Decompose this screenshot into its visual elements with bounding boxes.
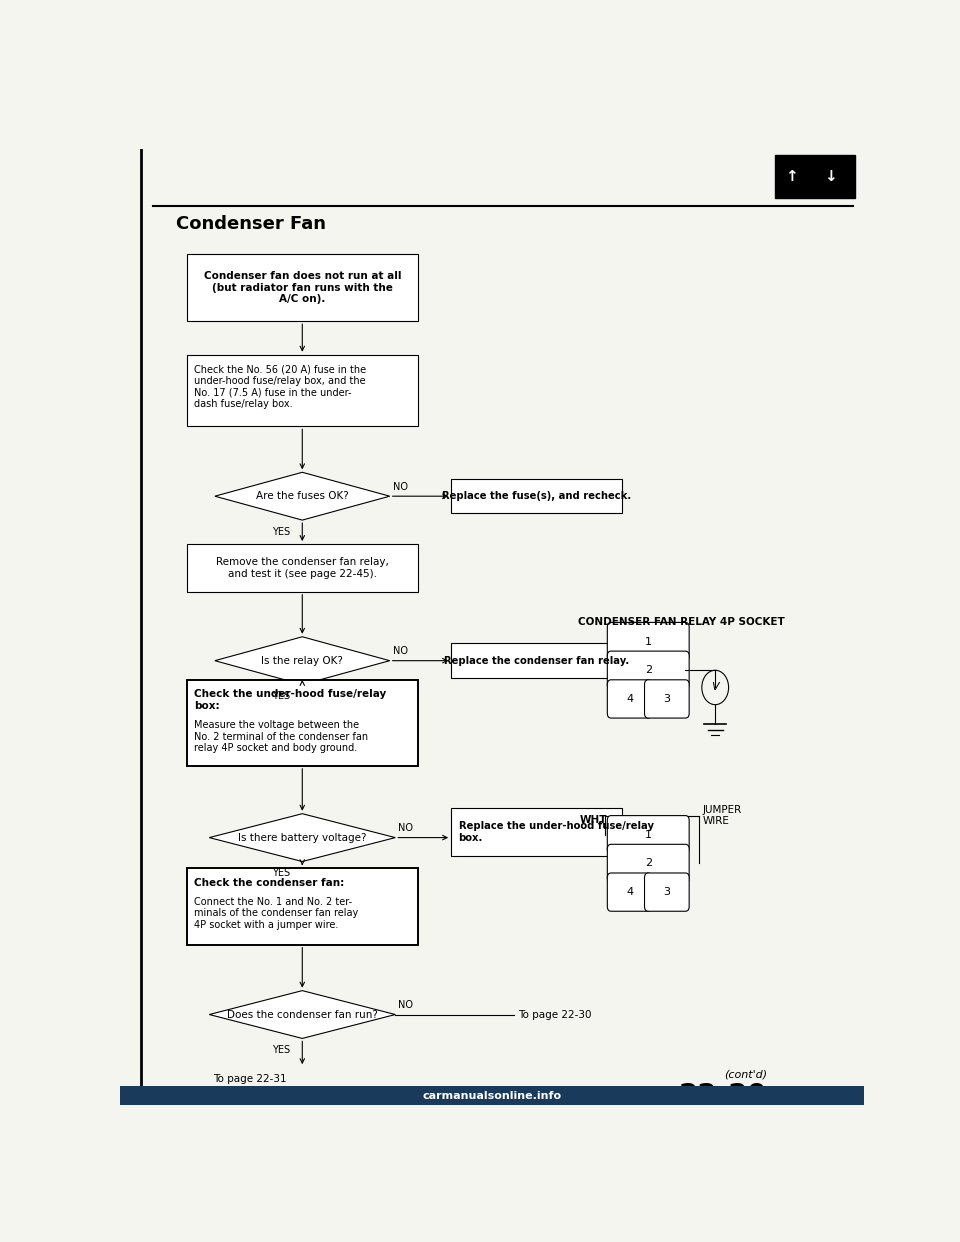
Text: carmanualsonline.info: carmanualsonline.info (422, 1090, 562, 1100)
Text: 4: 4 (626, 694, 634, 704)
FancyBboxPatch shape (608, 651, 689, 689)
Text: Replace the under-hood fuse/relay
box.: Replace the under-hood fuse/relay box. (459, 821, 654, 842)
Text: ↓: ↓ (824, 169, 837, 184)
FancyBboxPatch shape (608, 679, 652, 718)
Text: Does the condenser fan run?: Does the condenser fan run? (227, 1010, 377, 1020)
Text: To page 22-31: To page 22-31 (213, 1073, 287, 1083)
Polygon shape (209, 814, 396, 862)
Text: CONDENSER FAN RELAY 4P SOCKET: CONDENSER FAN RELAY 4P SOCKET (578, 617, 784, 627)
Text: 2: 2 (645, 858, 652, 868)
Text: Measure the voltage between the
No. 2 terminal of the condenser fan
relay 4P soc: Measure the voltage between the No. 2 te… (194, 720, 369, 753)
Text: Are the fuses OK?: Are the fuses OK? (256, 491, 348, 502)
FancyBboxPatch shape (608, 873, 652, 912)
Text: 1: 1 (645, 637, 652, 647)
Bar (187, 255, 418, 322)
Text: 2: 2 (645, 666, 652, 676)
Text: Condenser Fan: Condenser Fan (176, 215, 325, 232)
Text: V: V (711, 682, 719, 693)
Polygon shape (215, 637, 390, 684)
Bar (120, 1087, 864, 1105)
FancyBboxPatch shape (608, 845, 689, 883)
Polygon shape (215, 472, 390, 520)
Polygon shape (209, 991, 396, 1038)
Text: YES: YES (273, 691, 291, 700)
Bar (187, 679, 418, 766)
Text: NO: NO (398, 1000, 413, 1010)
Text: Connect the No. 1 and No. 2 ter-
minals of the condenser fan relay
4P socket wit: Connect the No. 1 and No. 2 ter- minals … (194, 897, 359, 930)
Text: Check the under-hood fuse/relay
box:: Check the under-hood fuse/relay box: (194, 689, 387, 710)
Text: YES: YES (273, 527, 291, 537)
Bar (451, 809, 622, 856)
Text: YES: YES (273, 868, 291, 878)
Text: 1: 1 (645, 830, 652, 840)
Text: Is the relay OK?: Is the relay OK? (261, 656, 344, 666)
Text: NO: NO (398, 823, 413, 833)
Bar (187, 355, 418, 426)
Bar (187, 868, 418, 945)
Text: Replace the condenser fan relay.: Replace the condenser fan relay. (444, 656, 629, 666)
Text: 3: 3 (663, 887, 670, 897)
Text: (cont'd): (cont'd) (724, 1069, 767, 1079)
Text: Condenser fan does not run at all
(but radiator fan runs with the
A/C on).: Condenser fan does not run at all (but r… (204, 271, 401, 304)
Text: 3: 3 (663, 694, 670, 704)
Text: Remove the condenser fan relay,
and test it (see page 22-45).: Remove the condenser fan relay, and test… (216, 558, 389, 579)
FancyBboxPatch shape (608, 622, 689, 661)
Text: To page 22-30: To page 22-30 (518, 1010, 591, 1020)
Text: YES: YES (273, 1045, 291, 1054)
Bar (451, 643, 622, 678)
Text: 4: 4 (626, 887, 634, 897)
Text: Is there battery voltage?: Is there battery voltage? (238, 832, 367, 842)
Text: NO: NO (393, 482, 408, 492)
Text: Replace the fuse(s), and recheck.: Replace the fuse(s), and recheck. (442, 491, 632, 502)
Text: ↑: ↑ (784, 169, 798, 184)
Bar (187, 544, 418, 592)
FancyBboxPatch shape (608, 816, 689, 853)
FancyBboxPatch shape (644, 873, 689, 912)
FancyBboxPatch shape (644, 679, 689, 718)
Text: JUMPER
WIRE: JUMPER WIRE (703, 805, 742, 826)
Bar (451, 479, 622, 513)
Text: Check the condenser fan:: Check the condenser fan: (194, 878, 345, 888)
Bar (775, 155, 855, 197)
Text: WHT: WHT (580, 816, 608, 826)
Text: 22-29: 22-29 (679, 1082, 767, 1110)
Text: Check the No. 56 (20 A) fuse in the
under-hood fuse/relay box, and the
No. 17 (7: Check the No. 56 (20 A) fuse in the unde… (194, 364, 367, 409)
Text: NO: NO (393, 646, 408, 656)
Text: w.emanualpro.com: w.emanualpro.com (158, 1088, 244, 1097)
